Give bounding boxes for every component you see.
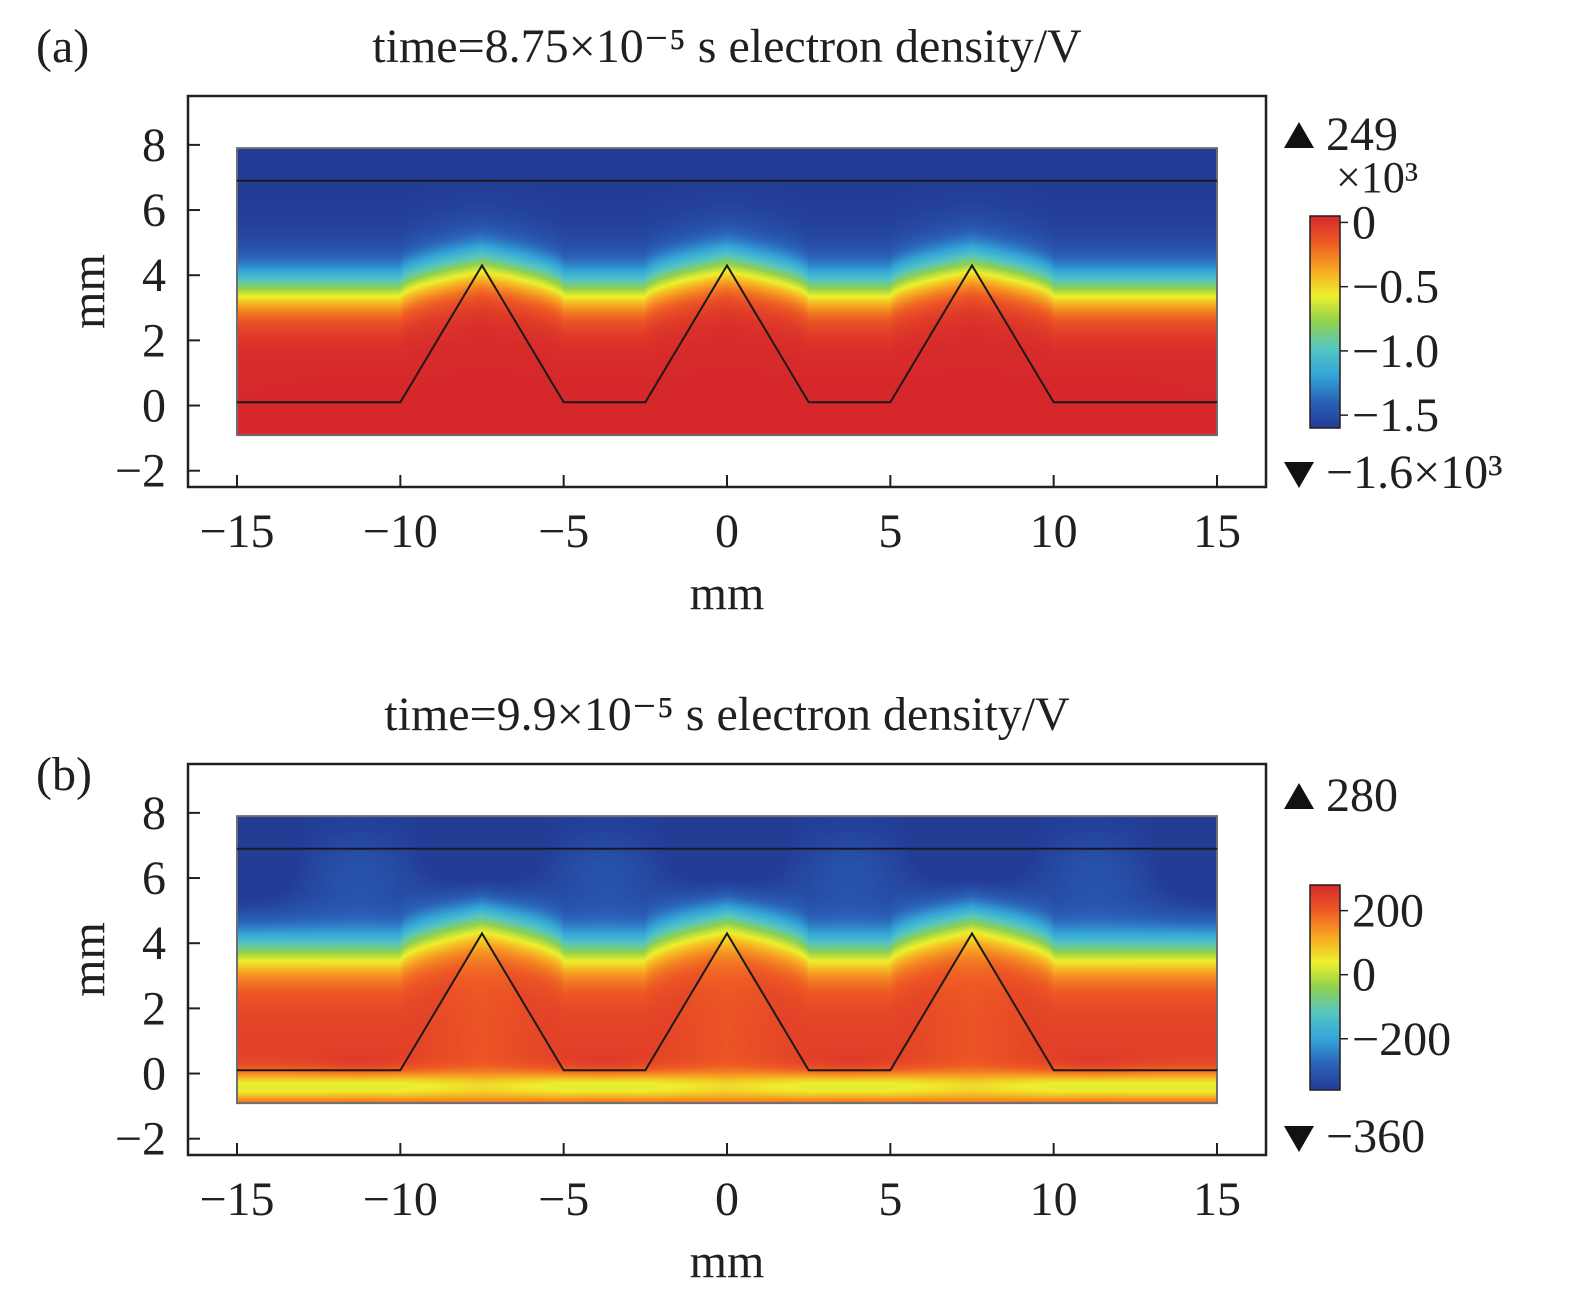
x-tick-label: 0 bbox=[715, 505, 739, 558]
max-marker-icon bbox=[1284, 122, 1314, 148]
y-tick-label: −2 bbox=[115, 445, 166, 498]
colorbar bbox=[1309, 215, 1341, 429]
min-marker-icon bbox=[1284, 1126, 1314, 1152]
y-tick-label: 8 bbox=[142, 787, 166, 840]
colorbar-max-label: 249 bbox=[1326, 108, 1398, 161]
min-marker-icon bbox=[1284, 462, 1314, 488]
y-tick-label: 0 bbox=[142, 380, 166, 433]
x-tick-label: −5 bbox=[538, 1173, 589, 1226]
y-tick-label: 2 bbox=[142, 982, 166, 1035]
y-tick-label: 6 bbox=[142, 184, 166, 237]
y-tick-label: 6 bbox=[142, 852, 166, 905]
x-tick-label: 5 bbox=[878, 505, 902, 558]
y-tick-label: 4 bbox=[142, 917, 166, 970]
colorbar-tick-label: −0.5 bbox=[1352, 261, 1439, 314]
x-tick-label: 15 bbox=[1193, 505, 1241, 558]
x-axis-label: mm bbox=[690, 567, 765, 620]
heatmap-field bbox=[237, 148, 1217, 436]
y-tick-label: 0 bbox=[142, 1048, 166, 1101]
colorbar-multiplier: ×10³ bbox=[1336, 153, 1418, 202]
colorbar-min-label: −1.6×10³ bbox=[1326, 446, 1503, 499]
colorbar-tick-label: 200 bbox=[1352, 885, 1424, 938]
colorbar-max-label: 280 bbox=[1326, 769, 1398, 822]
colorbar-tick-label: −1.0 bbox=[1352, 325, 1439, 378]
x-axis-label: mm bbox=[690, 1235, 765, 1288]
panel-label: (b) bbox=[36, 748, 92, 801]
x-tick-label: −5 bbox=[538, 505, 589, 558]
trapezoid-electrode-line bbox=[237, 931, 1217, 1072]
domain-border bbox=[236, 147, 1218, 437]
x-tick-label: 5 bbox=[878, 1173, 902, 1226]
y-tick-label: 4 bbox=[142, 249, 166, 302]
x-tick-label: 10 bbox=[1030, 505, 1078, 558]
colorbar-tick-label: −1.5 bbox=[1352, 389, 1439, 442]
heatmap-field bbox=[237, 816, 1217, 1104]
y-tick-label: 2 bbox=[142, 314, 166, 367]
colorbar-min-label: −360 bbox=[1326, 1110, 1425, 1163]
x-tick-label: 15 bbox=[1193, 1173, 1241, 1226]
y-tick-label: −2 bbox=[115, 1113, 166, 1166]
x-tick-label: 10 bbox=[1030, 1173, 1078, 1226]
panel-label: (a) bbox=[36, 20, 89, 73]
x-tick-label: −10 bbox=[363, 1173, 438, 1226]
colorbar bbox=[1309, 884, 1341, 1091]
chart-title: time=9.9×10⁻⁵ s electron density/V bbox=[384, 688, 1070, 741]
x-tick-label: −15 bbox=[199, 505, 274, 558]
trapezoid-electrode-line bbox=[237, 263, 1217, 404]
colorbar-tick-label: 0 bbox=[1352, 949, 1376, 1002]
x-tick-label: 0 bbox=[715, 1173, 739, 1226]
colorbar-tick-label: 0 bbox=[1352, 196, 1376, 249]
y-tick-label: 8 bbox=[142, 119, 166, 172]
x-tick-label: −15 bbox=[199, 1173, 274, 1226]
x-tick-label: −10 bbox=[363, 505, 438, 558]
domain-border bbox=[236, 815, 1218, 1105]
y-axis-label: mm bbox=[62, 922, 115, 997]
max-marker-icon bbox=[1284, 783, 1314, 809]
colorbar-tick-label: −200 bbox=[1352, 1013, 1451, 1066]
chart-title: time=8.75×10⁻⁵ s electron density/V bbox=[372, 20, 1082, 73]
y-axis-label: mm bbox=[62, 254, 115, 329]
